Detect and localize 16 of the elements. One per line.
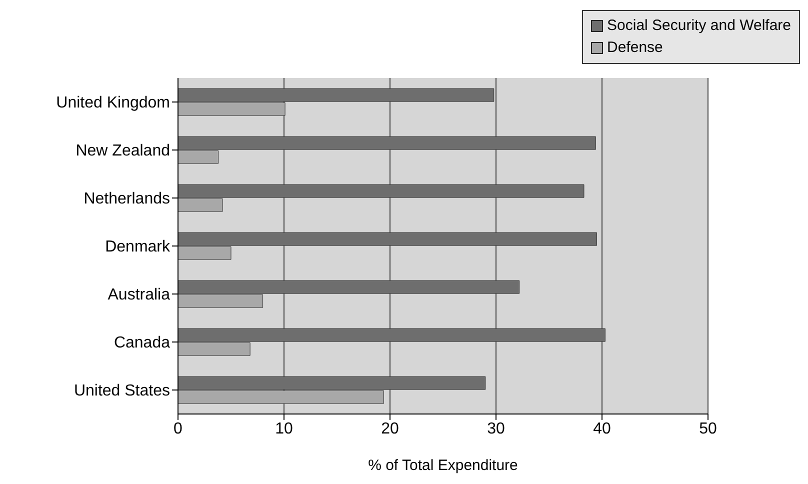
x-tick-label: 0 bbox=[174, 420, 183, 438]
x-axis-title: % of Total Expenditure bbox=[368, 457, 518, 474]
y-tick-label: Canada bbox=[114, 334, 170, 352]
y-tick-label: United States bbox=[74, 382, 170, 400]
x-tick-label: 10 bbox=[275, 420, 293, 438]
x-tick-label: 40 bbox=[593, 420, 611, 438]
y-tick-label: Denmark bbox=[105, 238, 171, 256]
legend-label: Social Security and Welfare bbox=[607, 16, 791, 36]
x-tick-label: 30 bbox=[487, 420, 505, 438]
y-tick-label: United Kingdom bbox=[56, 94, 170, 112]
y-tick-label: Netherlands bbox=[84, 190, 170, 208]
y-tick-label: Australia bbox=[108, 286, 170, 304]
legend-label: Defense bbox=[607, 38, 663, 58]
x-tick-label: 20 bbox=[381, 420, 399, 438]
y-tick-label: New Zealand bbox=[76, 142, 170, 160]
x-tick-label: 50 bbox=[699, 420, 717, 438]
